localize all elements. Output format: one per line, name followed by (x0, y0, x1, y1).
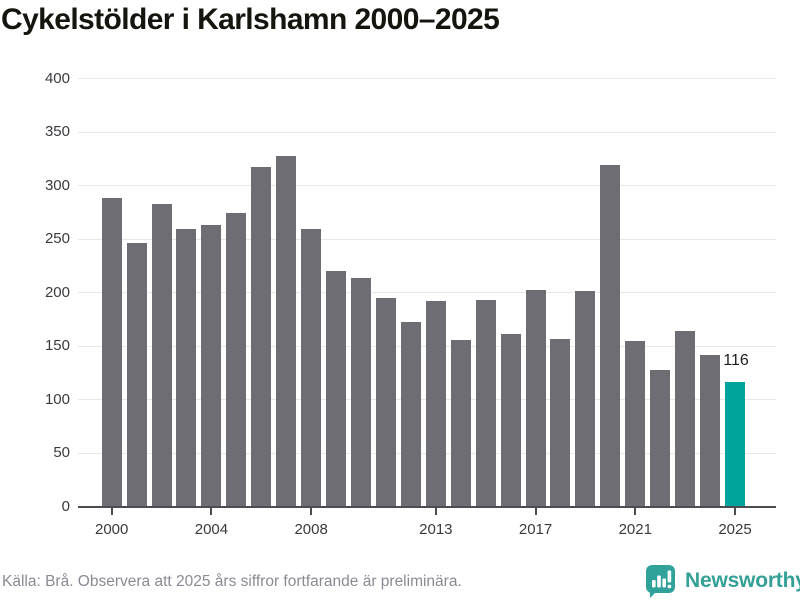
x-axis-tick-2013 (434, 507, 437, 515)
gridline-300 (78, 185, 776, 186)
x-axis-line (78, 505, 776, 508)
x-axis-tick-2008 (310, 507, 313, 515)
y-axis-label-250: 250 (44, 230, 70, 247)
x-axis-label-2000: 2000 (95, 520, 129, 538)
x-axis-label-2021: 2021 (618, 520, 652, 538)
x-axis-tick-2017 (534, 507, 537, 515)
bar-2005 (226, 213, 247, 507)
x-axis-tick-2021 (634, 507, 637, 515)
x-axis-label-2008: 2008 (294, 520, 328, 538)
value-label-2025: 116 (723, 352, 749, 369)
bar-2018 (550, 338, 571, 507)
bar-2015 (475, 299, 496, 507)
bar-2020 (600, 165, 621, 507)
y-axis-label-300: 300 (44, 176, 70, 194)
bar-2010 (351, 277, 372, 507)
bar-2011 (375, 297, 396, 507)
bar-2009 (326, 271, 347, 507)
y-axis-label-0: 0 (61, 497, 70, 515)
x-axis-label-2017: 2017 (518, 520, 553, 538)
x-axis-tick-2025 (734, 507, 737, 515)
y-axis-label-100: 100 (44, 390, 70, 408)
y-axis-label-50: 50 (53, 444, 70, 461)
y-axis-label-400: 400 (44, 69, 70, 87)
source-note: Källa: Brå. Observera att 2025 års siffr… (2, 573, 462, 590)
bar-2000 (101, 198, 122, 507)
bar-2019 (575, 291, 596, 507)
bar-2023 (675, 331, 696, 507)
newsworthy-brand: Newsworthy (643, 563, 800, 600)
gridline-350 (78, 131, 776, 133)
bar-2003 (176, 229, 197, 507)
y-axis-label-200: 200 (44, 283, 70, 301)
bar-2025 (725, 382, 746, 507)
bar-2004 (201, 225, 222, 507)
bar-2021 (625, 340, 646, 507)
bar-2022 (650, 369, 671, 507)
bar-2016 (500, 334, 521, 507)
gridline-250 (78, 238, 776, 240)
y-axis-label-350: 350 (44, 123, 70, 140)
bar-2007 (276, 155, 297, 507)
gridline-200 (78, 292, 776, 293)
x-axis-tick-2004 (210, 507, 213, 515)
bar-2001 (126, 243, 147, 507)
bar-2017 (525, 290, 546, 507)
x-axis-label-2004: 2004 (194, 520, 229, 538)
bar-2013 (425, 301, 446, 507)
newsworthy-logo-icon (643, 564, 677, 600)
x-axis-label-2025: 2025 (718, 520, 752, 538)
bar-2024 (700, 354, 721, 507)
bar-2012 (400, 322, 421, 507)
chart-title: Cykelstölder i Karlshamn 2000–2025 (1, 3, 500, 36)
x-axis-tick-2000 (110, 507, 113, 515)
bar-2002 (151, 203, 172, 507)
newsworthy-logo-text: Newsworthy (685, 569, 800, 592)
bar-2006 (251, 167, 272, 507)
bar-2008 (301, 229, 322, 507)
gridline-400 (78, 78, 776, 79)
bar-2014 (450, 339, 471, 507)
y-axis-label-150: 150 (44, 337, 70, 354)
x-axis-label-2013: 2013 (419, 520, 453, 538)
